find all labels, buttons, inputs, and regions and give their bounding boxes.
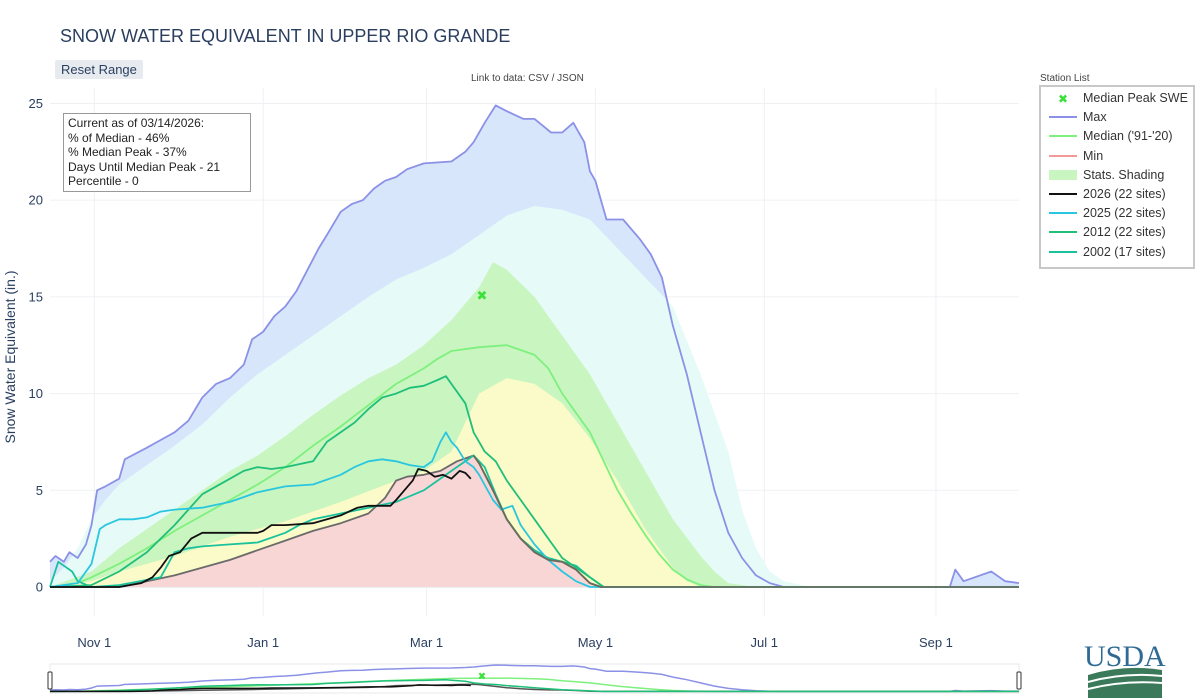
y-tick-label: 10 (29, 386, 43, 401)
series-y2026[interactable] (50, 468, 472, 588)
legend-label: Max (1083, 110, 1107, 125)
x-tick-label: Sep 1 (919, 635, 953, 650)
legend-swatch-y2012 (1049, 231, 1077, 234)
legend-swatch-median (1049, 135, 1077, 138)
min-band (50, 455, 1019, 587)
csv-link[interactable]: CSV (528, 73, 549, 84)
legend-item-y2025[interactable]: 2025 (22 sites) (1047, 204, 1166, 222)
y-tick-label: 5 (36, 483, 43, 498)
y-tick-label: 0 (36, 579, 43, 594)
legend-label: Median ('91-'20) (1083, 129, 1173, 144)
series-layer[interactable]: ✖ (49, 104, 1020, 588)
legend-item-max[interactable]: Max (1047, 108, 1107, 126)
data-links: Link to data: CSV / JSON (471, 73, 584, 84)
legend-item-y2026[interactable]: 2026 (22 sites) (1047, 185, 1166, 203)
status-line: Days Until Median Peak - 21 (68, 159, 221, 174)
range-series-y2012 (49, 679, 1019, 693)
legend-item-y2012[interactable]: 2012 (22 sites) (1047, 223, 1166, 241)
series-y2025[interactable] (49, 431, 1019, 588)
median-peak-marker[interactable]: ✖ (476, 289, 487, 304)
legend-label: 2026 (22 sites) (1083, 187, 1166, 201)
series-min-tail (472, 454, 1019, 588)
legend-swatch-y2026 (1049, 193, 1077, 195)
lower-band (50, 378, 1019, 587)
y-tick-label: 20 (29, 193, 43, 208)
status-box: Current as of 03/14/2026: % of Median - … (63, 113, 251, 192)
usda-logo-text: USDA (1084, 640, 1166, 673)
series-max[interactable] (49, 104, 1020, 588)
range-handle-left[interactable] (47, 671, 53, 690)
x-tick-label: Mar 1 (410, 635, 443, 650)
legend-label: 2012 (22 sites) (1083, 225, 1166, 240)
legend-item-peak[interactable]: ✖ Median Peak SWE (1047, 89, 1188, 107)
legend-swatch-y2002 (1049, 250, 1077, 253)
legend-item-min[interactable]: Min (1047, 147, 1103, 165)
legend-label: 2002 (17 sites) (1083, 244, 1166, 259)
range-series-max (49, 664, 1020, 693)
status-line: Current as of 03/14/2026: (68, 116, 205, 130)
json-link[interactable]: JSON (557, 73, 584, 84)
x-tick-label: Jan 1 (247, 635, 279, 650)
series-y2002[interactable] (49, 454, 1019, 588)
legend-item-y2002[interactable]: 2002 (17 sites) (1047, 243, 1166, 261)
y-tick-label: 15 (29, 289, 43, 304)
reset-range-button[interactable]: Reset Range (55, 60, 143, 79)
legend-label: Median Peak SWE (1083, 91, 1188, 105)
range-series-y2026 (50, 684, 471, 693)
legend-swatch-max (1049, 116, 1077, 119)
y-tick-label: 25 (29, 96, 43, 111)
x-tick-label: May 1 (578, 635, 613, 650)
status-line: % of Median - 46% (68, 130, 170, 145)
series-median[interactable] (49, 344, 1019, 588)
chart-title: SNOW WATER EQUIVALENT IN UPPER RIO GRAND… (60, 26, 511, 46)
legend-label: Min (1083, 148, 1104, 163)
range-slider[interactable]: ✖ (47, 663, 1022, 694)
legend-swatch-y2025 (1049, 212, 1077, 215)
legend-swatch-peak: ✖ (1058, 92, 1068, 106)
x-tick-label: Jul 1 (751, 635, 778, 650)
link-separator: / (548, 73, 558, 84)
legend-swatch-shading (1049, 169, 1077, 180)
legend: ✖ Median Peak SWE Max Median ('91-'20) Min St… (1039, 85, 1195, 269)
legend-label: Stats. Shading (1083, 167, 1165, 182)
svg-text:✖: ✖ (1058, 92, 1068, 106)
range-handle-right[interactable] (1016, 671, 1022, 690)
range-peak-marker: ✖ (478, 671, 486, 682)
x-tick-label: Nov 1 (77, 635, 111, 650)
stats-shading (50, 105, 1019, 588)
legend-item-shading[interactable]: Stats. Shading (1047, 166, 1164, 184)
status-line: Percentile - 0 (68, 174, 139, 188)
station-list-link[interactable]: Station List (1040, 73, 1090, 84)
usda-logo: USDA (1084, 640, 1168, 698)
series-y2012[interactable] (49, 375, 1019, 588)
usda-logo-mark (1087, 667, 1163, 698)
y-axis-label: Snow Water Equivalent (in.) (2, 271, 18, 444)
legend-swatch-min (1049, 154, 1077, 157)
data-links-prefix: Link to data: (471, 73, 529, 84)
status-line: % Median Peak - 37% (68, 145, 187, 159)
legend-item-median[interactable]: Median ('91-'20) (1047, 127, 1173, 145)
axis-layer: 0 5 10 15 20 25 Nov 1 Jan 1 Mar 1 May 1 Jul 1 Sep 1 (29, 96, 953, 650)
legend-label: 2025 (22 sites) (1083, 206, 1166, 221)
